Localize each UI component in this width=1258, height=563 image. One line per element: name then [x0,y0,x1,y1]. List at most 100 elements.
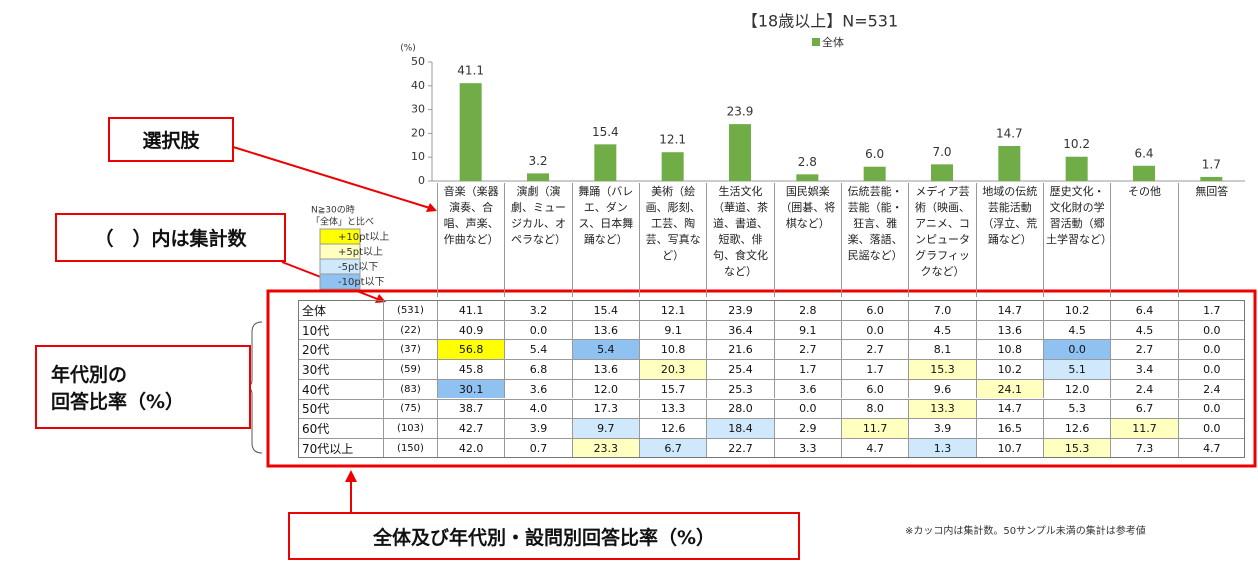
table-cell: 2.7 [841,339,909,360]
table-cell: 6.0 [841,378,909,399]
category-label: 無回答 [1177,183,1245,297]
table-cell: 6.7 [639,437,707,458]
unit-label: (%) [400,44,416,54]
highlight-label: -5pt以下 [338,262,378,273]
table-cell: 11.7 [1110,418,1178,438]
table-cell: 4.5 [1043,319,1111,340]
y-tick-label: 10 [411,150,425,163]
category-label: 演劇（演劇、ミュージカル、オペラなど） [504,183,571,297]
table-cell: 28.0 [706,398,774,419]
table-cell: 10.7 [975,437,1043,458]
value-label: 1.7 [1202,157,1221,171]
table-cell: 56.8 [437,339,505,360]
table-cell: 0.0 [1043,339,1111,360]
table-note: 全体及び年代別・設問別回答比率（%） [288,512,800,560]
choices-note: 選択肢 [108,117,234,162]
bar [998,146,1021,181]
table-cell: 12.0 [1043,378,1111,399]
arrow-head [345,470,357,482]
category-label: 美術（絵画、彫刻、工芸、陶芸、写真など） [639,183,706,297]
table-cell: 42.7 [437,418,505,438]
table-cell: 4.7 [841,437,909,458]
value-label: 12.1 [659,133,686,147]
row-count: (150) [383,437,437,458]
table-cell: 12.0 [571,378,639,399]
table-cell: 10.2 [975,359,1043,379]
table-cell: 9.6 [908,378,976,399]
table-cell: 0.0 [1177,418,1245,438]
table-frame [266,289,1257,468]
table-cell: 10.8 [639,339,707,360]
value-label: 6.0 [865,147,884,161]
table-cell: 3.6 [773,378,841,399]
table-cell: 7.3 [1110,437,1178,458]
table-cell: 2.7 [773,339,841,360]
table-cell: 2.4 [1177,378,1245,399]
footnote: ※カッコ内は集計数。50サンプル未満の集計は参考値 [905,526,1146,537]
table-cell: 1.7 [841,359,909,379]
value-label: 15.4 [592,125,619,139]
y-tick-label: 0 [418,174,425,187]
y-tick-label: 50 [411,55,425,68]
chart-title: 【18歳以上】N=531 [742,12,898,31]
table-cell: 4.0 [504,398,572,419]
bar [1200,176,1223,181]
table-cell: 1.7 [1177,300,1245,320]
row-count: (103) [383,418,437,438]
table-cell: 0.0 [1177,319,1245,340]
y-tick-label: 40 [411,79,425,92]
category-label: 舞踊（バレエ、ダンス、日本舞踊など） [571,183,639,297]
table-cell: 18.4 [706,418,774,438]
value-label: 14.7 [996,127,1023,141]
category-label: メディア芸術（映画、アニメ、コンピュータグラフィックなど） [908,183,975,297]
table-cell: 20.3 [639,359,707,379]
legend-label: 全体 [822,35,844,49]
table-cell: 5.1 [1043,359,1111,379]
value-label: 10.2 [1063,137,1090,151]
table-cell: 30.1 [437,378,505,399]
highlight-title: 「全体」と比べ [311,216,374,228]
table-cell: 13.6 [975,319,1043,340]
table-cell: 2.4 [1110,378,1178,399]
table-cell: 0.0 [1177,359,1245,379]
count-note: （ ）内は集計数 [55,213,286,262]
table-cell: 4.5 [908,319,976,340]
category-label: 音楽（楽器演奏、合唱、声楽、作曲など） [437,183,504,297]
table-cell: 25.3 [706,378,774,399]
row-count: (83) [383,378,437,399]
table-cell: 40.9 [437,319,505,340]
category-label: 国民娯楽（囲碁、将棋など） [773,183,841,297]
category-label: 歴史文化・文化財の学習活動（郷土学習など） [1043,183,1112,297]
row-count: (22) [383,319,437,340]
value-label: 23.9 [727,105,754,119]
table-cell: 0.0 [841,319,909,340]
table-cell: 3.4 [1110,359,1178,379]
bar [1133,165,1155,181]
category-label: 生活文化（華道、茶道、書道、短歌、俳句、食文化など） [706,183,773,297]
bar [527,173,549,181]
highlight-label: -10pt以下 [338,277,385,288]
value-label: 6.4 [1134,146,1153,160]
table-cell: 6.7 [1110,398,1178,419]
table-cell: 0.0 [504,319,572,340]
table-cell: 15.3 [1043,437,1111,458]
table-cell: 13.6 [571,359,639,379]
highlight-label: +5pt以上 [338,246,383,258]
bar [459,83,482,181]
age-note: 年代別の 回答比率（%） [35,345,251,429]
table-cell: 0.0 [773,398,841,419]
category-label: 地域の伝統芸能活動（浮立、荒踊など） [975,183,1043,297]
table-cell: 9.7 [571,418,639,438]
table-cell: 5.3 [1043,398,1111,419]
y-tick-label: 20 [411,126,425,139]
table-cell: 0.7 [504,437,572,458]
bar [594,144,617,181]
table-cell: 13.3 [908,398,976,419]
table-cell: 2.7 [1110,339,1178,360]
bar [796,174,819,181]
table-cell: 38.7 [437,398,505,419]
arrow [229,145,434,210]
value-label: 41.1 [457,64,484,78]
